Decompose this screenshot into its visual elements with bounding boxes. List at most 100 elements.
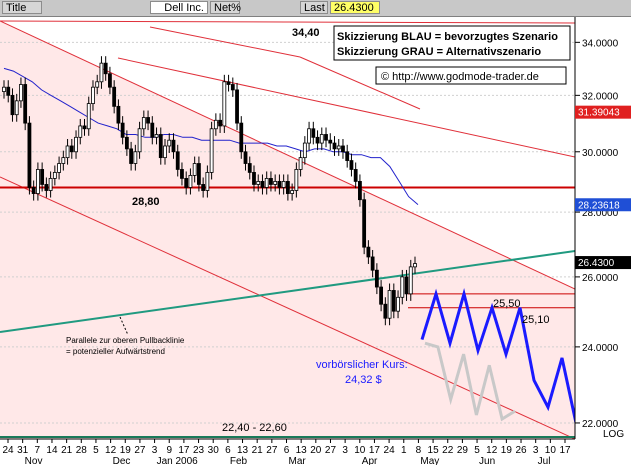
candle-body	[239, 122, 244, 153]
preclose-value: 24,32 $	[345, 374, 382, 386]
candle-body	[209, 128, 214, 173]
price-tick-label: 24.0000	[582, 343, 619, 354]
candle-body	[328, 139, 333, 144]
candle-body	[383, 303, 388, 319]
candle-body	[387, 290, 392, 319]
candle-body	[52, 172, 57, 179]
day-label: 19	[501, 445, 513, 456]
day-label: 21	[61, 445, 73, 456]
candle-body	[2, 86, 6, 92]
candle-body	[112, 86, 117, 107]
price-tick-label: 30.0000	[582, 148, 619, 159]
candle-body	[247, 163, 252, 173]
blue-scenario-path	[420, 288, 575, 426]
price-chart: Skizzierung BLAU = bevorzugtes Szenario …	[0, 17, 631, 465]
candle-body	[332, 142, 337, 150]
candle-body	[311, 128, 316, 138]
candle-body	[91, 86, 95, 104]
candle-body	[324, 134, 328, 141]
day-label: 17	[559, 445, 571, 456]
peak-label: 34,40	[292, 27, 320, 39]
candle-body	[277, 181, 282, 188]
candle-body	[163, 145, 167, 159]
ma-long-price: 31.39043	[578, 108, 620, 119]
candle-body	[175, 151, 180, 170]
price-axis-ticks: 22.0000 24.0000 26.0000 28.0000 30.0000 32.00…	[575, 38, 619, 430]
candle-body	[252, 172, 256, 185]
day-label: 3	[342, 445, 348, 456]
candle-body	[404, 276, 409, 295]
candle-body	[290, 190, 295, 194]
copyright-text: © http://www.godmode-trader.de	[381, 71, 539, 83]
day-label: 26	[515, 445, 527, 456]
symbol-field[interactable]: Dell Inc.	[150, 1, 208, 14]
target-zone-label: 22,40 - 22,60	[222, 422, 287, 434]
day-label: 31	[17, 445, 29, 456]
price-tick-label: 28.0000	[582, 208, 619, 219]
candle-body	[362, 199, 367, 248]
candle-body	[396, 296, 400, 312]
ma-short-price: 28.23618	[578, 200, 620, 211]
candle-body	[294, 169, 299, 191]
day-label: 6	[284, 445, 290, 456]
candle-body	[116, 105, 121, 124]
candle-body	[184, 178, 189, 188]
candle-body	[6, 86, 11, 96]
support-label: 28,80	[132, 196, 160, 208]
month-label: Feb	[230, 456, 248, 465]
candle-body	[413, 263, 417, 268]
candle-body	[235, 89, 239, 124]
day-label: 14	[46, 445, 58, 456]
month-label: Apr	[362, 456, 378, 465]
net-percent-button[interactable]: Net%	[210, 1, 241, 14]
day-label: 3	[533, 445, 539, 456]
candle-body	[201, 184, 206, 191]
ma-long-price-box	[575, 105, 631, 119]
candle-body	[19, 84, 23, 102]
candle-body	[124, 136, 129, 150]
day-label: 1	[401, 445, 407, 456]
day-label: 15	[428, 445, 440, 456]
candle-body	[146, 117, 150, 124]
candle-body	[205, 172, 210, 191]
candle-body	[379, 286, 384, 305]
candle-body	[35, 169, 40, 194]
candle-body	[281, 181, 286, 188]
candle-body	[307, 128, 311, 144]
candle-body	[31, 187, 36, 194]
last-value: 26.4300	[330, 1, 380, 14]
day-label: 27	[134, 445, 146, 456]
day-label: 12	[105, 445, 117, 456]
candle-body	[366, 246, 371, 258]
ma-short-price-box	[575, 198, 631, 212]
outer-resistance-line	[0, 20, 575, 24]
day-label: 9	[166, 445, 172, 456]
month-label: Mar	[289, 456, 307, 465]
candle-body	[27, 122, 32, 188]
candle-body	[23, 84, 28, 124]
candle-body	[99, 62, 104, 83]
candle-body	[40, 169, 45, 185]
last-price: 26.4300	[578, 258, 615, 269]
candle-body	[264, 178, 269, 188]
candle-body	[154, 134, 159, 138]
log-label: LOG	[603, 429, 624, 440]
grey-scenario-path	[424, 341, 516, 422]
candle-body	[226, 81, 231, 85]
price-tick-label: 34.0000	[582, 38, 619, 49]
candle-body	[302, 142, 307, 159]
day-label: 20	[310, 445, 322, 456]
level-2550-label: 25,50	[493, 298, 521, 310]
time-axis-days: 24 31 7 14 21 28 5 12 19 27 3 9 17 23 30 6 13 21 27 6 13 20 27…	[2, 439, 571, 456]
price-tick-label: 32.0000	[582, 91, 619, 102]
candle-body	[86, 103, 91, 130]
day-label: 10	[545, 445, 557, 456]
candle-body	[137, 128, 142, 153]
day-label: 28	[76, 445, 88, 456]
month-label: Dec	[113, 456, 131, 465]
month-label: Nov	[25, 456, 43, 465]
title-button[interactable]: Title	[2, 1, 42, 14]
candle-body	[188, 175, 193, 188]
last-label: Last	[300, 1, 328, 14]
